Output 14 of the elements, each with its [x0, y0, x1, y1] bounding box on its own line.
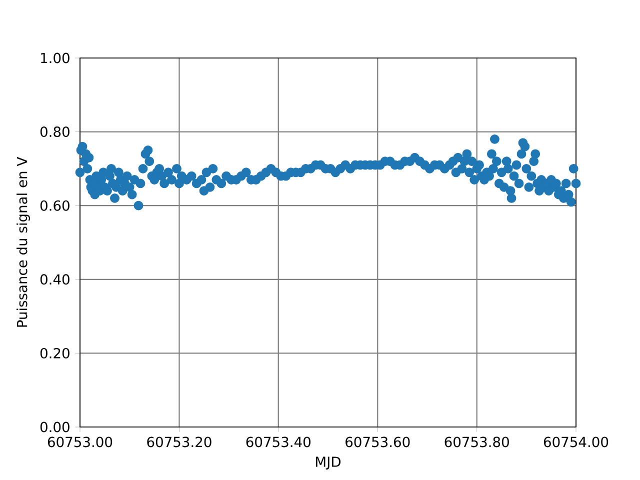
x-tick-label: 60753.40 — [246, 436, 310, 448]
y-tick-label: 0.80 — [40, 126, 70, 138]
y-tick-label: 0.40 — [40, 274, 70, 285]
y-tick-label: 0.00 — [40, 422, 70, 432]
x-tick-label: 60753.20 — [147, 436, 212, 448]
x-tick-label: 60753.80 — [444, 436, 509, 448]
y-tick-label: 0.20 — [40, 348, 70, 358]
x-axis-title: MJD — [316, 456, 341, 470]
y-axis-title: Puissance du signal en V — [16, 156, 30, 327]
x-tick-label: 60754.00 — [544, 436, 608, 448]
y-tick-label: 1.00 — [41, 52, 70, 64]
x-tick-label: 60753.60 — [346, 436, 410, 448]
x-tick-label: 60753.00 — [48, 436, 112, 448]
y-tick-label: 0.60 — [40, 200, 70, 211]
